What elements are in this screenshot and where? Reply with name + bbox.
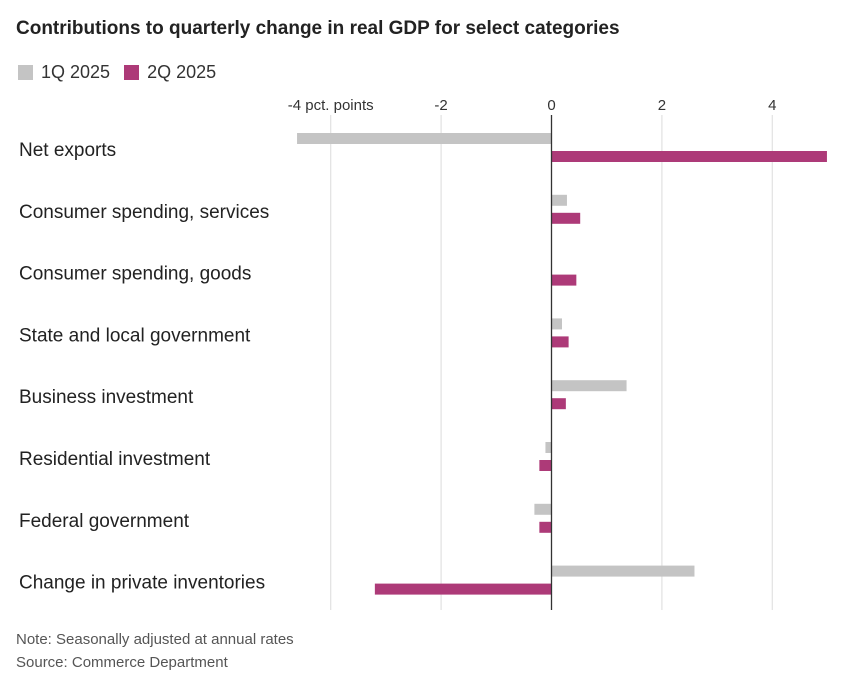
chart-source: Source: Commerce Department (16, 654, 228, 671)
bar-1q-2025 (551, 380, 627, 392)
x-tick-label: 4 (768, 97, 776, 114)
bar-2q-2025 (551, 336, 569, 348)
category-label: Net exports (19, 140, 116, 161)
bar-1q-2025 (551, 194, 567, 206)
category-label: Residential investment (19, 449, 211, 470)
bar-2q-2025 (551, 274, 577, 286)
category-label: State and local government (19, 325, 251, 346)
x-tick-label: -4 pct. points (288, 97, 374, 114)
bar-1q-2025 (551, 318, 562, 330)
bar-1q-2025 (297, 133, 552, 144)
bar-1q-2025 (545, 442, 552, 453)
legend-swatch-1q-2025 (18, 65, 33, 80)
category-label: Federal government (19, 511, 190, 532)
x-tick-label: 0 (547, 97, 555, 114)
legend-item-2q-2025: 2Q 2025 (124, 62, 216, 83)
x-tick-label: 2 (658, 97, 666, 114)
legend-label-2q-2025: 2Q 2025 (147, 62, 217, 82)
chart-note: Note: Seasonally adjusted at annual rate… (16, 631, 294, 648)
bar-1q-2025 (534, 503, 552, 515)
category-label: Consumer spending, goods (19, 264, 251, 285)
chart-title: Contributions to quarterly change in rea… (16, 18, 620, 39)
bar-2q-2025 (551, 398, 566, 410)
bar-2q-2025 (374, 583, 552, 595)
category-label: Change in private inventories (19, 573, 265, 594)
legend-item-1q-2025: 1Q 2025 (18, 62, 110, 83)
category-label: Business investment (19, 387, 194, 408)
bar-2q-2025 (539, 521, 552, 533)
legend-swatch-2q-2025 (124, 65, 140, 80)
legend-label-1q-2025: 1Q 2025 (41, 62, 111, 82)
legend: 1Q 2025 2Q 2025 (18, 62, 230, 83)
category-label: Consumer spending, services (19, 202, 269, 223)
x-tick-label: -2 (434, 97, 447, 114)
bar-2q-2025 (539, 460, 552, 471)
bar-2q-2025 (551, 151, 827, 162)
bar-2q-2025 (551, 212, 581, 224)
bar-1q-2025 (551, 565, 695, 577)
